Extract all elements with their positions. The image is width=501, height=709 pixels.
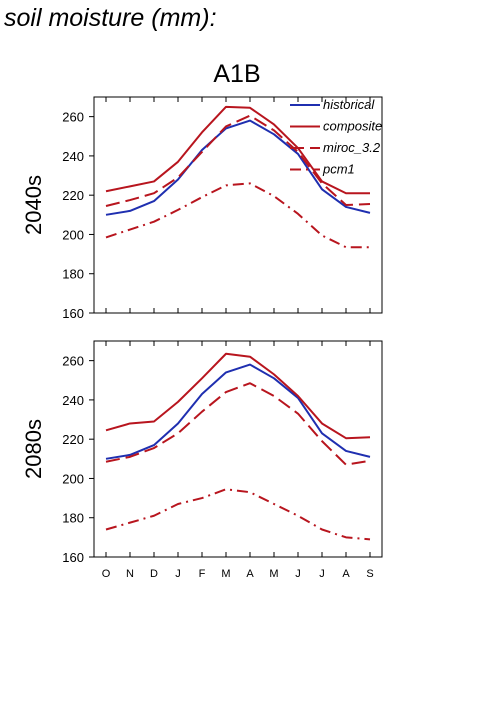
x-tick-label: O xyxy=(102,568,111,580)
series-line-composite xyxy=(105,105,370,195)
legend-label: miroc_3.2 xyxy=(323,140,381,155)
plot-frame xyxy=(93,96,383,314)
y-tick-label: 160 xyxy=(62,550,84,565)
y-tick-label: 200 xyxy=(62,227,84,242)
y-tick-label: 260 xyxy=(62,110,84,125)
x-tick-label: N xyxy=(126,568,134,580)
y-tick-label: 180 xyxy=(62,511,84,526)
panel-2040s: 160 180 200 220 240 260 2040s historical composi… xyxy=(21,96,383,321)
row-label: 2040s xyxy=(21,175,46,235)
series-line-composite xyxy=(105,352,371,440)
legend-label: pcm1 xyxy=(322,162,355,177)
plot-frame xyxy=(93,340,383,558)
x-tick-label: J xyxy=(175,568,181,580)
scenario-title: A1B xyxy=(213,60,260,88)
series-line-miroc-3-2 xyxy=(105,114,371,207)
series-line-pcm1 xyxy=(105,182,370,249)
legend-label: composite xyxy=(323,119,382,134)
x-tick-label: M xyxy=(269,568,278,580)
y-tick-label: 160 xyxy=(62,306,84,321)
x-tick-label: M xyxy=(221,568,230,580)
x-tick-label: D xyxy=(150,568,158,580)
y-tick-label: 220 xyxy=(62,432,84,447)
y-tick-label: 240 xyxy=(62,393,84,408)
page-title: soil moisture (mm): xyxy=(4,4,217,32)
y-tick-label: 260 xyxy=(62,354,84,369)
legend-label: historical xyxy=(323,97,375,112)
x-tick-label: S xyxy=(366,568,373,580)
y-tick-label: 180 xyxy=(62,267,84,282)
x-tick-label: A xyxy=(246,568,254,580)
y-tick-label: 240 xyxy=(62,149,84,164)
series-line-pcm1 xyxy=(105,488,371,541)
y-tick-label: 200 xyxy=(62,471,84,486)
x-tick-label: A xyxy=(342,568,350,580)
series-line-historical xyxy=(105,119,371,216)
panel-2080s: 160 180 200 220 240 260 O N D J F M A M J J A S 2080s xyxy=(21,340,383,580)
x-tick-label: J xyxy=(319,568,325,580)
series-line-historical xyxy=(105,363,371,460)
series-line-miroc-3-2 xyxy=(105,382,371,466)
x-tick-label: J xyxy=(295,568,301,580)
y-tick-label: 220 xyxy=(62,188,84,203)
legend: historical composite miroc_3.2 pcm1 xyxy=(290,97,382,177)
x-tick-label: F xyxy=(199,568,206,580)
row-label: 2080s xyxy=(21,419,46,479)
